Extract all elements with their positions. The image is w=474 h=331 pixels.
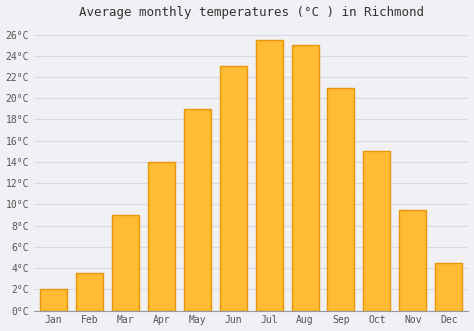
Bar (184, 109, 211, 310)
Bar (435, 263, 462, 310)
Bar (292, 45, 319, 310)
Bar (40, 289, 67, 310)
Bar (255, 40, 283, 310)
Bar (220, 66, 246, 310)
Title: Average monthly temperatures (°C ) in Richmond: Average monthly temperatures (°C ) in Ri… (79, 6, 424, 19)
Bar (76, 273, 103, 310)
Bar (328, 88, 355, 310)
Bar (148, 162, 175, 310)
Bar (112, 215, 139, 310)
Bar (399, 210, 426, 310)
Bar (364, 151, 390, 310)
